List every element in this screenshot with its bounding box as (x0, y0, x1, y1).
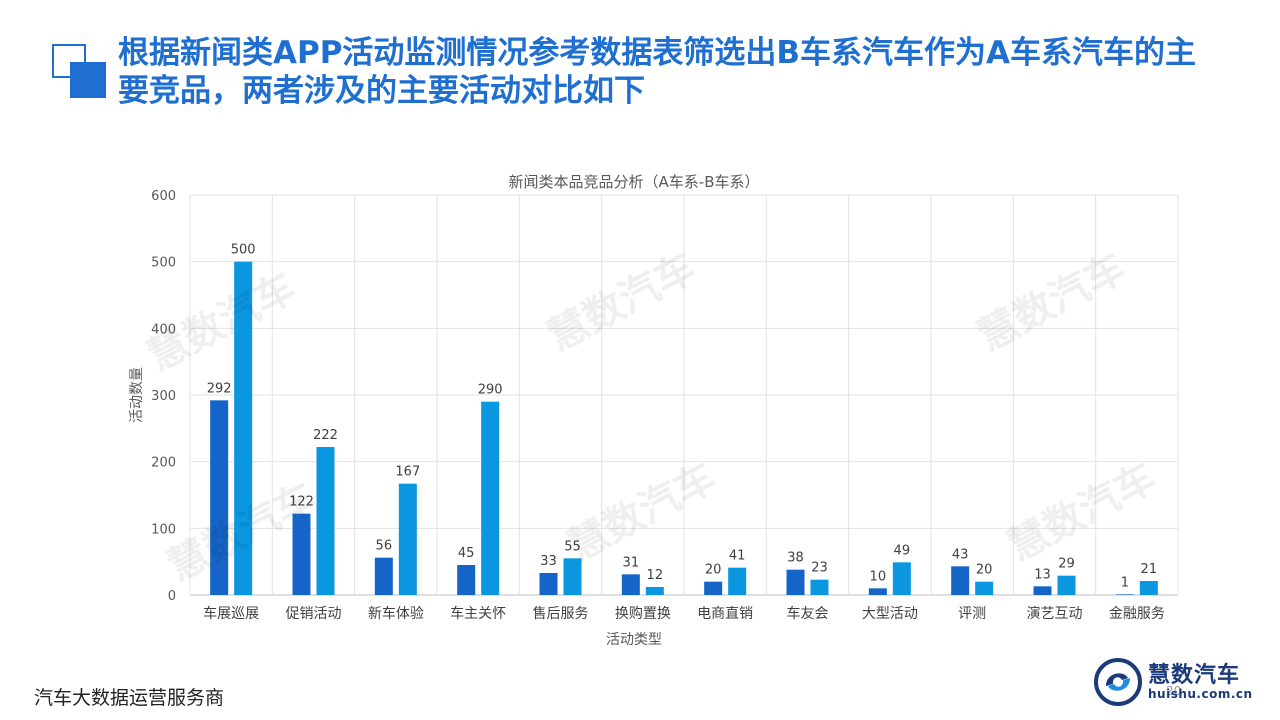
data-label: 38 (787, 551, 804, 566)
bar-series-2 (645, 587, 664, 595)
y-tick-label: 300 (151, 389, 176, 404)
bar-series-1 (374, 557, 393, 595)
bar-series-1 (1115, 594, 1134, 595)
data-label: 20 (976, 563, 993, 578)
data-label: 222 (313, 428, 338, 443)
data-label: 122 (289, 495, 314, 510)
bar-series-2 (563, 558, 582, 595)
data-label: 12 (647, 568, 664, 583)
footer-tagline: 汽车大数据运营服务商 (34, 687, 225, 709)
bar-series-1 (868, 588, 887, 595)
data-label: 56 (376, 539, 393, 554)
brand-name: 慧数汽车 (1148, 663, 1241, 688)
data-label: 290 (478, 383, 503, 398)
x-tick-label: 大型活动 (862, 606, 918, 622)
page-number: 20 (1166, 684, 1182, 698)
y-tick-label: 600 (151, 189, 176, 204)
bar-series-2 (398, 483, 417, 595)
x-tick-label: 新车体验 (368, 605, 424, 622)
data-label: 49 (894, 543, 911, 558)
bar-series-1 (786, 569, 805, 595)
bar-series-2 (728, 567, 747, 595)
data-label: 292 (207, 381, 232, 396)
bar-series-1 (210, 400, 229, 595)
data-label: 1 (1121, 575, 1129, 590)
data-label: 31 (623, 555, 640, 570)
data-label: 29 (1058, 557, 1075, 572)
data-label: 167 (395, 465, 420, 480)
title-decoration (52, 44, 108, 100)
data-label: 41 (729, 549, 746, 564)
data-label: 10 (870, 569, 887, 584)
title-deco-outline-square (52, 44, 86, 78)
bar-series-1 (621, 574, 640, 595)
x-tick-label: 促销活动 (286, 606, 342, 622)
y-tick-label: 200 (151, 456, 176, 471)
brand-logo[interactable]: 慧数汽车 huishu.com.cn (1094, 656, 1254, 708)
data-label: 20 (705, 563, 722, 578)
bar-series-2 (892, 562, 911, 595)
data-label: 43 (952, 547, 969, 562)
bar-series-2 (234, 261, 253, 595)
bar-series-1 (457, 565, 476, 595)
x-axis-title: 活动类型 (606, 632, 662, 648)
chart-title: 新闻类本品竞品分析（A车系-B车系） (509, 173, 760, 191)
x-tick-label: 金融服务 (1109, 606, 1165, 622)
data-label: 23 (811, 561, 828, 576)
data-label: 55 (564, 539, 581, 554)
y-tick-label: 100 (151, 522, 176, 537)
bar-series-1 (539, 573, 558, 595)
data-label: 21 (1141, 562, 1158, 577)
bar-series-2 (810, 579, 829, 595)
x-tick-label: 演艺互动 (1027, 606, 1083, 622)
brand-url: huishu.com.cn (1148, 687, 1253, 701)
bar-series-1 (292, 513, 311, 595)
data-label: 45 (458, 546, 475, 561)
x-tick-label: 车友会 (787, 605, 829, 622)
data-label: 33 (540, 554, 557, 569)
bar-series-1 (704, 581, 723, 595)
data-label: 500 (231, 243, 256, 258)
y-tick-label: 0 (168, 589, 176, 604)
data-label: 13 (1034, 567, 1051, 582)
x-tick-label: 换购置换 (615, 605, 671, 622)
x-tick-label: 评测 (958, 606, 986, 622)
x-tick-label: 车展巡展 (203, 605, 259, 622)
bar-series-2 (481, 401, 500, 595)
bar-series-2 (1139, 581, 1158, 595)
y-tick-label: 500 (151, 256, 176, 271)
y-tick-label: 400 (151, 322, 176, 337)
page-title: 根据新闻类APP活动监测情况参考数据表筛选出B车系汽车作为A车系汽车的主要竞品，… (118, 35, 1197, 109)
y-axis-title: 活动数量 (129, 367, 145, 423)
bar-series-2 (975, 581, 994, 595)
bar-series-2 (1057, 575, 1076, 595)
bar-series-1 (1033, 586, 1052, 595)
x-tick-label: 电商直销 (697, 605, 753, 622)
x-tick-label: 售后服务 (533, 606, 589, 622)
x-tick-label: 车主关怀 (450, 605, 506, 622)
huishu-logo-icon (1094, 658, 1142, 706)
title-deco-solid-square (70, 62, 106, 98)
bar-series-2 (316, 447, 335, 595)
bar-series-1 (951, 566, 970, 595)
